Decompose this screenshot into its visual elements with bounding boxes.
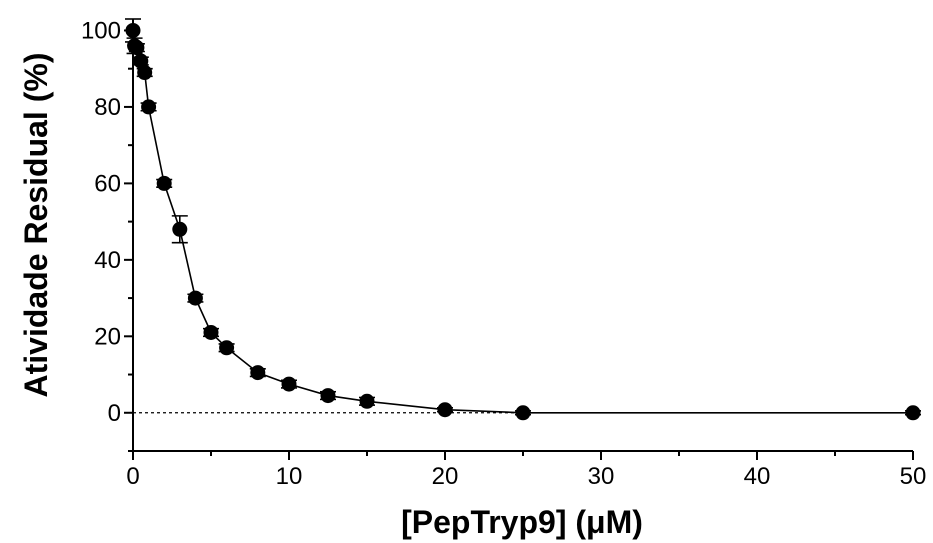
y-axis-title: Atividade Residual (%): [18, 53, 54, 398]
data-point: [281, 376, 297, 392]
data-point: [125, 22, 141, 38]
x-tick-label: 0: [126, 463, 139, 490]
chart-points-layer: [125, 18, 921, 421]
data-point: [219, 340, 235, 356]
y-tick-label: 20: [94, 323, 121, 350]
x-axis-title: [PepTryp9] (μM): [401, 504, 643, 540]
data-point: [137, 65, 153, 81]
y-tick-label: 100: [81, 17, 121, 44]
data-point: [156, 175, 172, 191]
x-tick-label: 50: [900, 463, 927, 490]
data-point: [141, 99, 157, 115]
data-point: [172, 221, 188, 237]
data-point: [250, 365, 266, 381]
y-tick-label: 0: [108, 400, 121, 427]
data-point: [203, 324, 219, 340]
y-tick-label: 40: [94, 247, 121, 274]
data-point: [187, 290, 203, 306]
data-point: [133, 53, 149, 69]
data-point: [437, 402, 453, 418]
y-tick-label: 60: [94, 170, 121, 197]
chart-axes-layer: 0 10 20 30 40 50 0 20 40 60 80 100: [81, 17, 926, 490]
fit-curve: [132, 30, 913, 414]
data-point: [359, 393, 375, 409]
x-tick-label: 20: [432, 463, 459, 490]
x-tick-label: 30: [588, 463, 615, 490]
x-tick-label: 10: [276, 463, 303, 490]
data-point: [905, 405, 921, 421]
chart-lines-layer: [132, 30, 913, 414]
data-point: [129, 40, 145, 56]
x-tick-label: 40: [744, 463, 771, 490]
data-point: [515, 405, 531, 421]
y-tick-label: 80: [94, 94, 121, 121]
data-point: [320, 388, 336, 404]
